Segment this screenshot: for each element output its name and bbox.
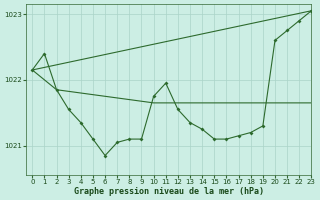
X-axis label: Graphe pression niveau de la mer (hPa): Graphe pression niveau de la mer (hPa)	[74, 187, 264, 196]
